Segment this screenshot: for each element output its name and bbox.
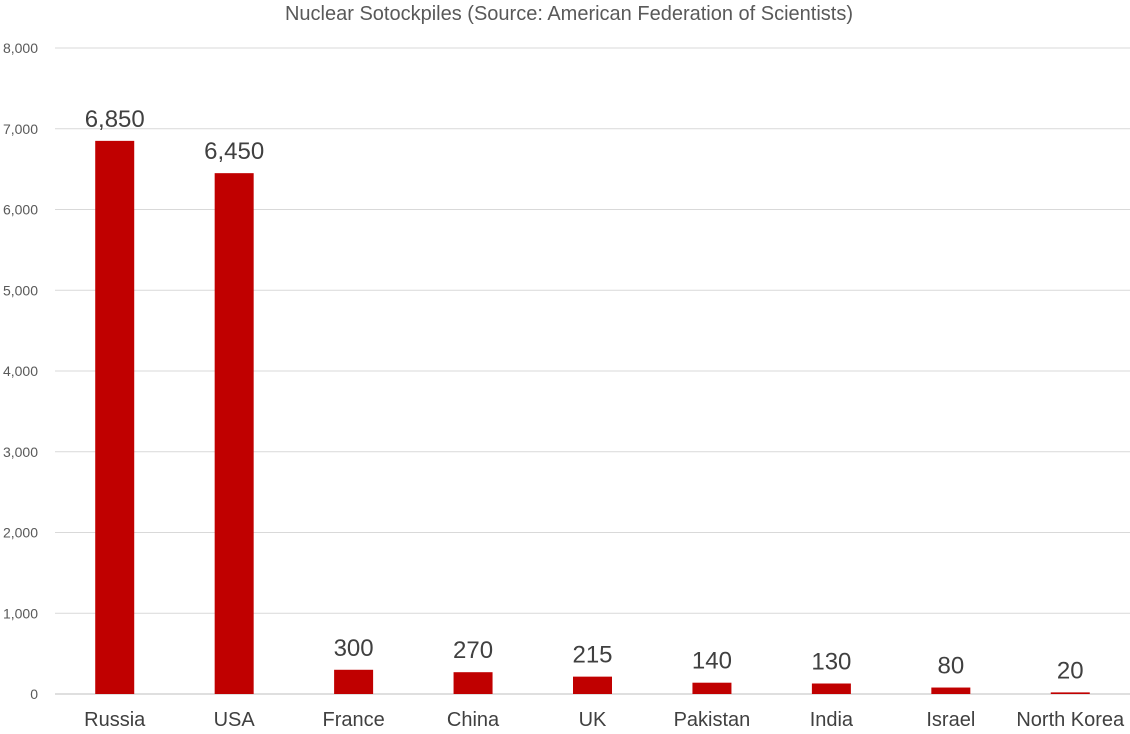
y-tick-label: 6,000 <box>3 202 38 218</box>
data-label: 80 <box>937 653 964 680</box>
bar-usa <box>214 173 254 695</box>
data-label: 6,450 <box>204 138 264 165</box>
x-tick-label: India <box>810 709 854 731</box>
x-tick-label: North Korea <box>1016 709 1125 731</box>
y-tick-label: 0 <box>30 686 38 702</box>
data-label: 20 <box>1057 657 1084 684</box>
y-axis: 0 1,000 2,000 3,000 4,000 5,000 6,000 7,000 8,00… <box>3 40 38 702</box>
y-tick-label: 7,000 <box>3 121 38 137</box>
bar-pakistan <box>692 682 732 694</box>
data-labels: 6,850 6,450 300 270 215 140 130 80 20 <box>85 106 1084 685</box>
bar-india <box>811 683 851 694</box>
data-label: 300 <box>334 635 374 662</box>
x-tick-label: Russia <box>84 709 146 731</box>
y-tick-label: 4,000 <box>3 363 38 379</box>
bar-north-korea <box>1050 692 1090 694</box>
bar-russia <box>95 140 135 695</box>
data-label: 6,850 <box>85 106 145 133</box>
x-tick-label: UK <box>579 709 607 731</box>
x-tick-label: Israel <box>926 709 975 731</box>
x-tick-label: USA <box>214 709 256 731</box>
y-tick-label: 2,000 <box>3 525 38 541</box>
bar-israel <box>931 687 971 694</box>
chart-title: Nuclear Sotockpiles (Source: American Fe… <box>285 3 853 25</box>
x-tick-label: China <box>447 709 500 731</box>
bar-china <box>453 672 493 694</box>
data-label: 130 <box>811 649 851 676</box>
bar-uk <box>573 676 612 694</box>
y-tick-label: 3,000 <box>3 444 38 460</box>
bar-france <box>334 669 374 694</box>
y-tick-label: 1,000 <box>3 605 38 621</box>
x-tick-label: Pakistan <box>674 709 751 731</box>
data-label: 215 <box>572 642 612 669</box>
y-tick-label: 8,000 <box>3 40 38 56</box>
data-label: 270 <box>453 637 493 664</box>
bars <box>95 140 1090 695</box>
x-axis: Russia USA France China UK Pakistan India Israe… <box>84 709 1125 731</box>
x-tick-label: France <box>322 709 384 731</box>
data-label: 140 <box>692 648 732 675</box>
y-tick-label: 5,000 <box>3 282 38 298</box>
